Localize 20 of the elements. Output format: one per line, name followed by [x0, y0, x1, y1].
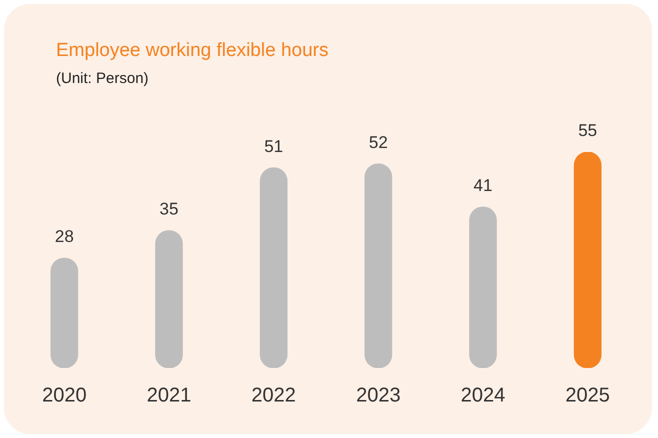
bar [155, 230, 183, 368]
data-label: 52 [368, 132, 388, 152]
x-tick-label: 2021 [146, 384, 192, 407]
data-label: 51 [264, 136, 284, 156]
data-label: 41 [474, 176, 492, 196]
x-tick-label: 2023 [356, 384, 401, 407]
data-label: 55 [578, 121, 598, 140]
bar [469, 206, 497, 368]
data-label: 35 [160, 200, 178, 219]
chart-subtitle: (Unit: Person) [56, 70, 149, 87]
x-tick-label: 2024 [460, 384, 506, 407]
bar [574, 152, 602, 368]
data-label: 28 [54, 227, 74, 246]
bar [364, 163, 392, 368]
x-tick-label: 2025 [565, 384, 610, 407]
bar [50, 258, 78, 368]
bar [260, 167, 288, 368]
x-tick-label: 2020 [42, 384, 87, 407]
chart-title: Employee working flexible hours [56, 40, 328, 62]
x-tick-label: 2022 [251, 384, 296, 407]
